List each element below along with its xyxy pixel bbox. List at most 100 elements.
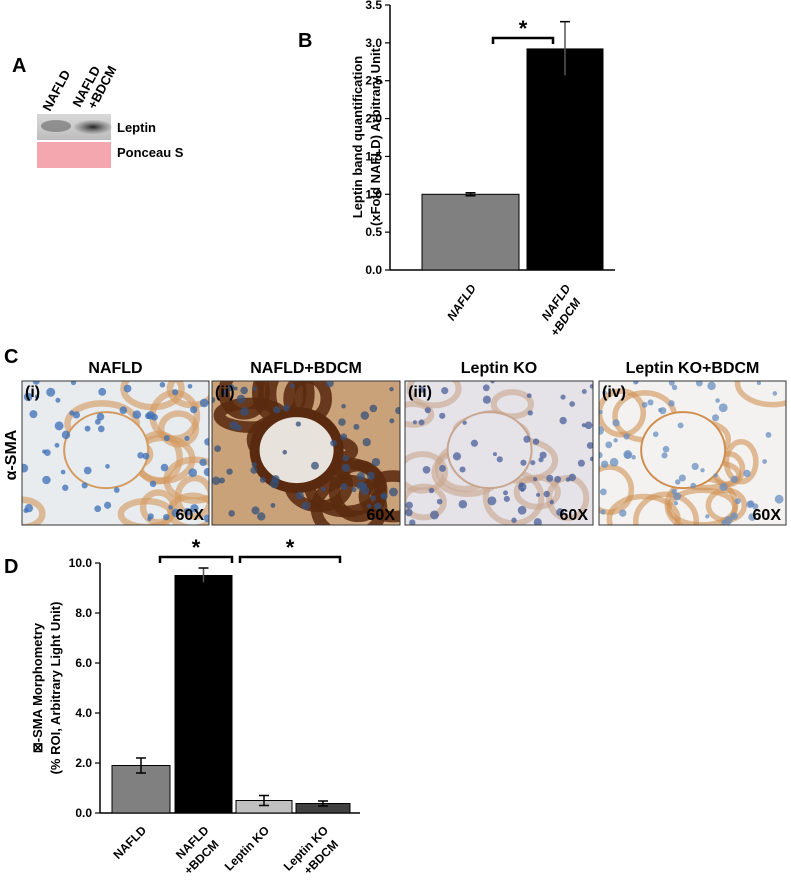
nucleus — [634, 381, 639, 385]
nucleus — [422, 465, 431, 474]
nucleus — [190, 406, 198, 414]
nucleus — [351, 486, 357, 493]
bar — [526, 48, 604, 271]
nucleus — [428, 487, 435, 494]
nucleus — [159, 381, 166, 388]
nucleus — [599, 488, 607, 496]
nucleus — [23, 392, 33, 402]
nucleus — [389, 487, 398, 497]
nucleus — [439, 465, 446, 472]
nucleus — [600, 509, 606, 515]
micrograph-frame — [404, 380, 594, 526]
nucleus — [418, 386, 426, 393]
blot-band — [41, 120, 71, 132]
nucleus — [72, 411, 81, 419]
nucleus — [113, 487, 120, 493]
y-tick-label: 1.5 — [365, 149, 382, 163]
nucleus — [503, 490, 508, 496]
tubule — [405, 400, 435, 428]
nucleus — [518, 482, 524, 488]
blot-row-label: Ponceau S — [117, 145, 184, 160]
nucleus — [671, 384, 678, 391]
nucleus — [273, 406, 281, 414]
nucleus — [671, 488, 677, 495]
micrograph-tag: (iv) — [602, 384, 626, 401]
nucleus — [22, 463, 29, 473]
nucleus — [367, 504, 372, 509]
nucleus — [623, 433, 630, 440]
nucleus — [412, 420, 417, 425]
nucleus — [517, 505, 527, 515]
nucleus — [577, 459, 585, 467]
nucleus — [236, 394, 246, 404]
nucleus — [715, 398, 720, 403]
nucleus — [462, 420, 467, 425]
nucleus — [690, 482, 697, 489]
nucleus — [240, 407, 249, 416]
tubule — [405, 483, 447, 521]
y-tick-label: 8.0 — [75, 606, 92, 620]
nucleus — [458, 500, 468, 509]
nucleus — [765, 431, 772, 438]
nucleus — [677, 422, 684, 429]
micrograph-title: NAFLD — [88, 360, 142, 377]
nucleus — [257, 512, 266, 521]
nucleus — [713, 473, 718, 478]
y-tick-label: 3.0 — [365, 36, 382, 50]
glomerulus — [249, 407, 344, 494]
nucleus — [405, 508, 413, 517]
tubule — [723, 439, 759, 485]
nucleus — [549, 499, 555, 505]
magnification: 60X — [753, 507, 782, 524]
nucleus — [320, 486, 326, 492]
nucleus — [81, 482, 88, 489]
nucleus — [214, 445, 221, 453]
nucleus — [539, 451, 547, 459]
nucleus — [624, 451, 632, 459]
nucleus — [341, 463, 350, 472]
nucleus — [233, 386, 238, 391]
nucleus — [459, 466, 466, 473]
nucleus — [678, 474, 686, 482]
nucleus — [424, 407, 431, 414]
nucleus — [240, 386, 248, 395]
nucleus — [371, 457, 381, 467]
nucleus — [584, 421, 593, 430]
nucleus — [96, 412, 105, 421]
nucleus — [600, 460, 609, 468]
nucleus — [24, 504, 34, 513]
nucleus — [356, 471, 365, 481]
error-bar — [198, 567, 209, 584]
tubule — [117, 497, 175, 525]
tubule — [120, 381, 185, 411]
y-tick-label: 0.0 — [75, 806, 92, 820]
nucleus — [668, 400, 675, 407]
nucleus — [340, 433, 348, 441]
nucleus — [183, 507, 192, 516]
y-tick-label: 10.0 — [69, 556, 93, 570]
nucleus — [511, 517, 517, 524]
x-tick-label: Leptin KO — [222, 823, 272, 873]
nucleus — [609, 457, 619, 467]
nucleus — [389, 418, 395, 424]
nucleus — [641, 401, 648, 408]
nucleus — [612, 419, 620, 427]
nucleus — [452, 452, 462, 461]
y-tick-label: 6.0 — [75, 656, 92, 670]
magnification: 60X — [367, 507, 396, 524]
nucleus — [605, 441, 613, 449]
nucleus — [145, 412, 152, 420]
nucleus — [719, 483, 728, 492]
nucleus — [218, 477, 225, 484]
nucleus — [311, 461, 319, 470]
nucleus — [369, 404, 378, 413]
nucleus — [60, 469, 66, 475]
panel-label: A — [12, 55, 26, 77]
significance-mark: * — [286, 535, 295, 560]
tubule — [157, 410, 200, 448]
nucleus — [289, 383, 295, 389]
nucleus — [405, 501, 413, 509]
nucleus — [536, 492, 541, 497]
nucleus — [132, 410, 142, 419]
nucleus — [221, 389, 228, 396]
